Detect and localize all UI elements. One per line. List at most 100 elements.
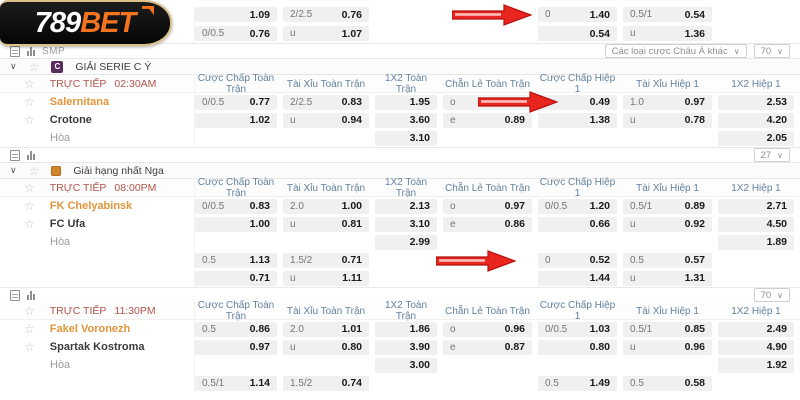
collapse-chevron-icon[interactable]: ∨ bbox=[10, 165, 17, 175]
odds-cell[interactable]: 0.97 bbox=[195, 339, 277, 355]
odds-cell[interactable]: 0/0.5 1.20 bbox=[538, 198, 617, 214]
odds-cell[interactable]: 2.53 bbox=[718, 94, 794, 110]
odds-value: 0.89 bbox=[504, 114, 525, 126]
odds-cell[interactable]: 1.95 bbox=[375, 94, 437, 110]
odds-cell[interactable]: 4.90 bbox=[718, 339, 794, 355]
odds-cell[interactable]: u 1.07 bbox=[283, 26, 369, 41]
star-icon[interactable]: ☆ bbox=[24, 113, 35, 127]
odds-cell[interactable]: 0.5 1.49 bbox=[538, 375, 617, 391]
odds-cell[interactable]: 0.66 bbox=[538, 216, 617, 232]
odds-cell[interactable]: u 0.92 bbox=[623, 216, 712, 232]
odds-cell[interactable]: 2.05 bbox=[718, 130, 794, 146]
odds-cell[interactable]: 2.0 1.00 bbox=[283, 198, 369, 214]
league-header-russia[interactable]: ∨ ☆ Giải hạng nhất Nga bbox=[0, 162, 800, 179]
odds-cell[interactable]: 0.5/1 0.89 bbox=[623, 198, 712, 214]
odds-cell[interactable]: u 0.78 bbox=[623, 112, 712, 128]
star-icon[interactable]: ☆ bbox=[24, 95, 35, 109]
odds-cell[interactable]: u 0.80 bbox=[283, 339, 369, 355]
schedule-icon[interactable] bbox=[10, 149, 20, 161]
odds-value: 2.49 bbox=[766, 323, 787, 335]
odds-cell[interactable]: 2.49 bbox=[718, 321, 794, 337]
odds-cell[interactable]: 0/0.5 1.03 bbox=[538, 321, 617, 337]
odds-cell[interactable]: 0 0.52 bbox=[538, 252, 617, 268]
league-header-serie-c[interactable]: ∨ ☆ C GIẢI SERIE C Ý bbox=[0, 58, 800, 75]
odds-cell[interactable]: 0.5/1 0.54 bbox=[623, 7, 712, 22]
brand-logo[interactable]: 789BET bbox=[0, 0, 172, 46]
odds-cell[interactable]: 1.89 bbox=[718, 234, 794, 250]
bar-chart-icon[interactable] bbox=[27, 46, 35, 56]
odds-cell[interactable]: 2/2.5 0.76 bbox=[283, 7, 369, 22]
schedule-icon[interactable] bbox=[10, 45, 20, 57]
odds-cell[interactable]: o 0.97 bbox=[443, 198, 532, 214]
odds-cell[interactable]: u 0.96 bbox=[623, 339, 712, 355]
row-label bbox=[0, 5, 195, 24]
odds-cell[interactable]: u 0.94 bbox=[283, 112, 369, 128]
odds-cell[interactable]: 0.5 1.13 bbox=[195, 252, 277, 268]
star-icon[interactable]: ☆ bbox=[24, 217, 35, 231]
odds-cell[interactable]: e 0.89 bbox=[443, 112, 532, 128]
odds-cell[interactable]: 0.71 bbox=[195, 270, 277, 286]
odds-cell[interactable]: 0.5 0.57 bbox=[623, 252, 712, 268]
match-rows-russia-2: ☆ Fakel Voronezh 0.5 0.86 2.0 1.01 1.86 o 0.96 0/… bbox=[0, 320, 800, 374]
odds-cell[interactable]: 2.0 1.01 bbox=[283, 321, 369, 337]
odds-cell[interactable]: 1.00 bbox=[195, 216, 277, 232]
odds-cell[interactable]: 1.09 bbox=[195, 7, 277, 22]
odds-cell[interactable]: 3.90 bbox=[375, 339, 437, 355]
odds-cell[interactable]: 2.99 bbox=[375, 234, 437, 250]
odds-cell[interactable]: 1.0 0.97 bbox=[623, 94, 712, 110]
odds-cell[interactable]: 2/2.5 0.83 bbox=[283, 94, 369, 110]
odds-cell[interactable]: 1.86 bbox=[375, 321, 437, 337]
odds-cell[interactable]: 0/0.5 0.76 bbox=[195, 26, 277, 41]
odds-cell[interactable]: u 1.31 bbox=[623, 270, 712, 286]
star-icon[interactable]: ☆ bbox=[28, 163, 40, 178]
odds-cell[interactable]: 0/0.5 0.77 bbox=[195, 94, 277, 110]
collapse-chevron-icon[interactable]: ∨ bbox=[10, 61, 17, 71]
market-count-dropdown[interactable]: 70 ∨ bbox=[753, 288, 790, 302]
odds-cell[interactable]: 1.92 bbox=[718, 357, 794, 373]
market-count-dropdown[interactable]: 27 ∨ bbox=[753, 148, 790, 162]
odds-cell[interactable]: 0.5/1 1.14 bbox=[195, 375, 277, 391]
star-icon[interactable]: ☆ bbox=[24, 322, 35, 336]
odds-cell[interactable]: e 0.87 bbox=[443, 339, 532, 355]
odds-cell[interactable]: 2.71 bbox=[718, 198, 794, 214]
odds-cell[interactable]: 0.5/1 0.85 bbox=[623, 321, 712, 337]
odds-cell[interactable]: 4.20 bbox=[718, 112, 794, 128]
odds-cell[interactable]: 0.80 bbox=[538, 339, 617, 355]
odds-cell[interactable]: 1.5/2 0.71 bbox=[283, 252, 369, 268]
odds-cell[interactable]: 0.54 bbox=[538, 26, 617, 41]
odds-row: ☆ FK Chelyabinsk 0/0.5 0.83 2.0 1.00 2.13 o 0.97… bbox=[0, 197, 800, 215]
odds-cell[interactable]: u 1.36 bbox=[623, 26, 712, 41]
star-icon[interactable]: ☆ bbox=[24, 340, 35, 354]
odds-cell[interactable]: 3.60 bbox=[375, 112, 437, 128]
odds-cell[interactable]: u 1.11 bbox=[283, 270, 369, 286]
star-icon[interactable]: ☆ bbox=[24, 199, 35, 213]
odds-cell[interactable]: 1.44 bbox=[538, 270, 617, 286]
odds-cell[interactable]: u 0.81 bbox=[283, 216, 369, 232]
star-icon[interactable]: ☆ bbox=[28, 59, 40, 74]
star-icon[interactable]: ☆ bbox=[24, 181, 35, 195]
odds-cell[interactable]: 0.5 0.86 bbox=[195, 321, 277, 337]
odds-cell[interactable]: 1.5/2 0.74 bbox=[283, 375, 369, 391]
odds-cell[interactable]: 00.49 bbox=[538, 94, 617, 110]
odds-cell[interactable]: 0/0.5 0.83 bbox=[195, 198, 277, 214]
odds-cell[interactable]: e 0.86 bbox=[443, 216, 532, 232]
odds-col bbox=[375, 24, 443, 43]
odds-cell[interactable]: 4.50 bbox=[718, 216, 794, 232]
market-count-dropdown[interactable]: 70 ∨ bbox=[753, 44, 790, 58]
odds-value: 4.20 bbox=[766, 114, 787, 126]
odds-cell[interactable]: o 0.96 bbox=[443, 321, 532, 337]
odds-cell[interactable]: 3.10 bbox=[375, 216, 437, 232]
star-icon[interactable]: ☆ bbox=[24, 77, 35, 91]
asian-bet-types-dropdown[interactable]: Các loại cược Châu Á khác ∨ bbox=[604, 44, 747, 58]
odds-cell[interactable]: 3.10 bbox=[375, 130, 437, 146]
odds-cell[interactable]: 0 1.40 bbox=[538, 7, 617, 22]
odds-cell[interactable]: 3.00 bbox=[375, 357, 437, 373]
bar-chart-icon[interactable] bbox=[27, 290, 35, 300]
bar-chart-icon[interactable] bbox=[27, 150, 35, 160]
odds-cell[interactable]: 1.02 bbox=[195, 112, 277, 128]
star-icon[interactable]: ☆ bbox=[24, 304, 35, 318]
odds-cell[interactable]: 0.5 0.58 bbox=[623, 375, 712, 391]
odds-cell[interactable]: 1.38 bbox=[538, 112, 617, 128]
odds-cell[interactable]: 2.13 bbox=[375, 198, 437, 214]
schedule-icon[interactable] bbox=[10, 289, 20, 301]
